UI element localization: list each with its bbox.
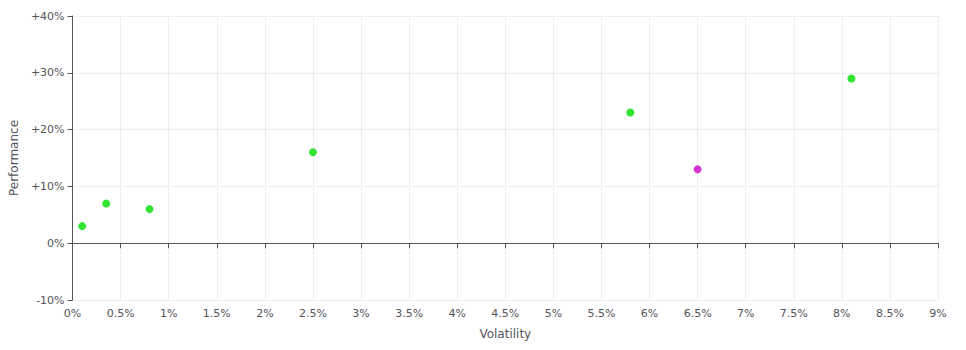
- svg-text:0.5%: 0.5%: [107, 307, 135, 320]
- svg-text:Performance: Performance: [7, 120, 21, 196]
- svg-text:8%: 8%: [833, 307, 850, 320]
- svg-text:-10%: -10%: [36, 294, 64, 307]
- svg-text:5%: 5%: [545, 307, 562, 320]
- svg-text:7.5%: 7.5%: [780, 307, 808, 320]
- svg-text:9%: 9%: [929, 307, 946, 320]
- svg-text:8.5%: 8.5%: [876, 307, 904, 320]
- svg-text:+40%: +40%: [31, 10, 65, 23]
- svg-text:1.5%: 1.5%: [203, 307, 231, 320]
- svg-text:7%: 7%: [737, 307, 754, 320]
- svg-text:3%: 3%: [352, 307, 369, 320]
- svg-text:4%: 4%: [448, 307, 465, 320]
- svg-text:0%: 0%: [47, 237, 64, 250]
- svg-text:+10%: +10%: [31, 180, 65, 193]
- svg-text:2%: 2%: [256, 307, 273, 320]
- svg-text:3.5%: 3.5%: [395, 307, 423, 320]
- svg-text:+20%: +20%: [31, 123, 65, 136]
- svg-text:5.5%: 5.5%: [587, 307, 615, 320]
- svg-text:4.5%: 4.5%: [491, 307, 519, 320]
- svg-text:6.5%: 6.5%: [684, 307, 712, 320]
- svg-text:6%: 6%: [641, 307, 658, 320]
- svg-text:Volatility: Volatility: [479, 327, 531, 341]
- svg-text:0%: 0%: [64, 307, 81, 320]
- svg-text:2.5%: 2.5%: [299, 307, 327, 320]
- svg-text:1%: 1%: [160, 307, 177, 320]
- svg-text:+30%: +30%: [31, 66, 65, 79]
